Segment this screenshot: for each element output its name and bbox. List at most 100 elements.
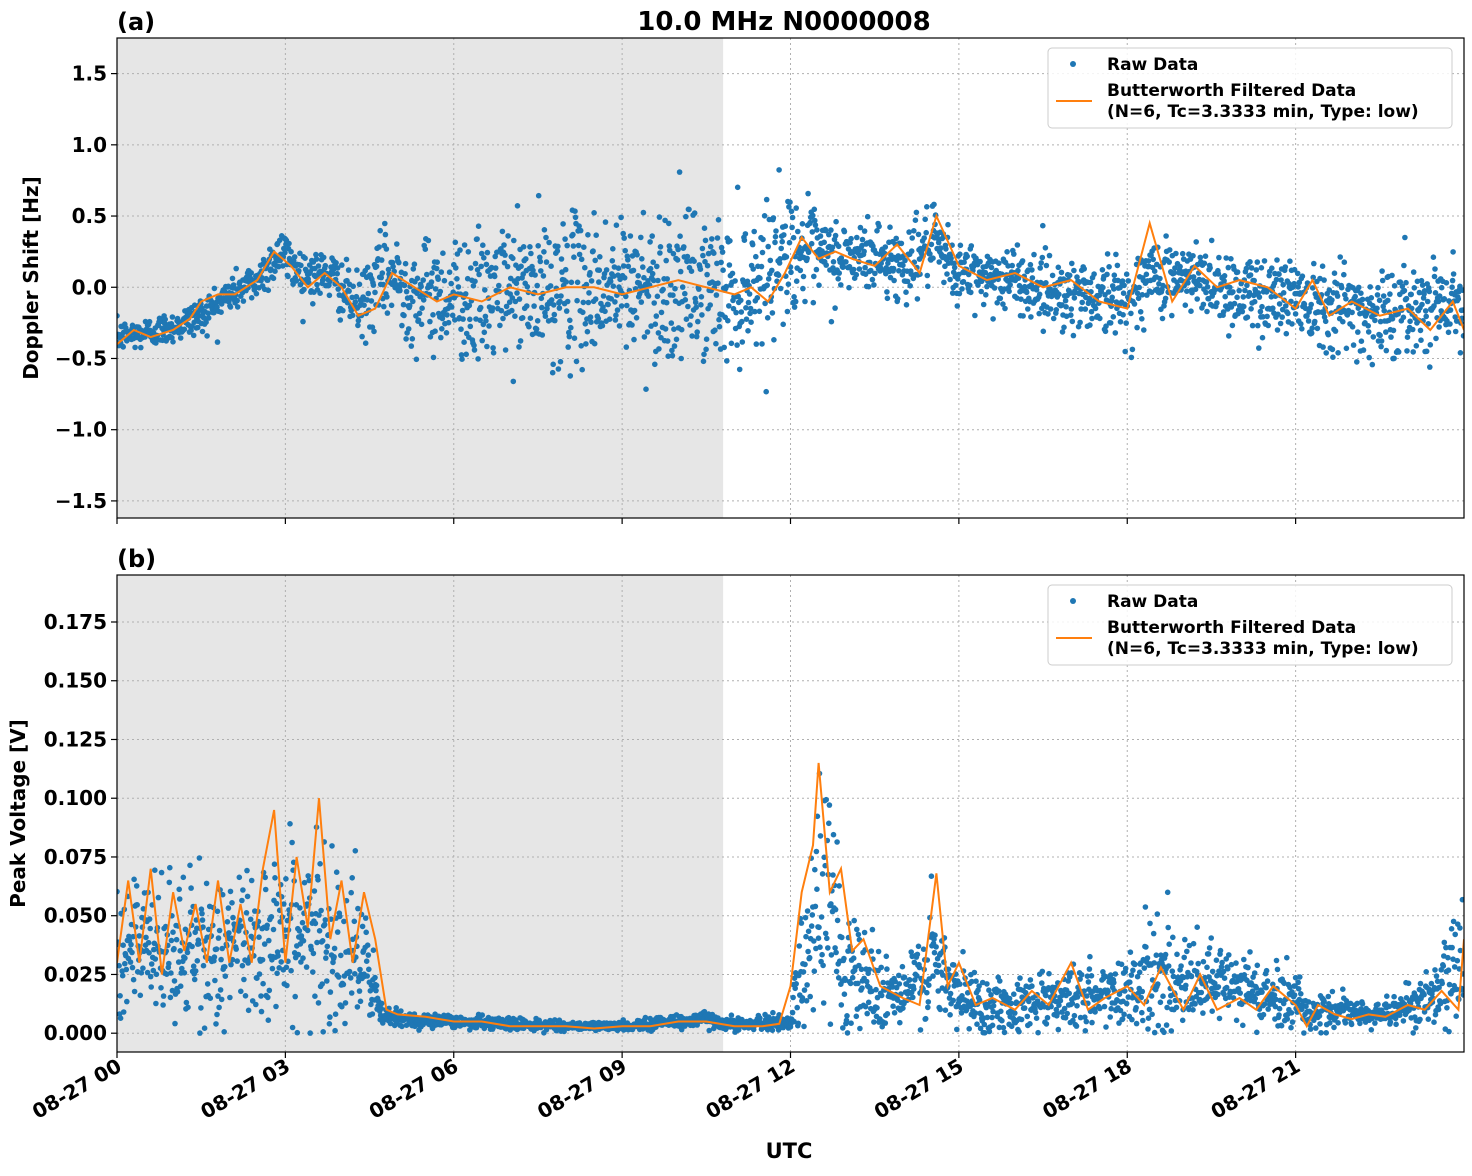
raw-data-point [828,1021,834,1027]
raw-data-point [1298,991,1304,997]
raw-data-point [680,284,686,290]
raw-data-point [1178,963,1184,969]
raw-data-point [349,990,355,996]
raw-data-point [1184,949,1190,955]
raw-data-point [541,273,547,279]
raw-data-point [864,979,870,985]
raw-data-point [641,210,647,216]
raw-data-point [285,274,291,280]
raw-data-point [589,278,595,284]
raw-data-point [170,929,176,935]
raw-data-point [321,255,327,261]
raw-data-point [1027,1021,1033,1027]
raw-data-point [225,919,231,925]
raw-data-point [700,246,706,252]
raw-data-point [167,880,173,886]
raw-data-point [289,840,295,846]
raw-data-point [784,290,790,296]
raw-data-point [897,981,903,987]
raw-data-point [431,355,437,361]
raw-data-point [666,221,672,227]
raw-data-point [831,259,837,265]
raw-data-point [1072,1013,1078,1019]
raw-data-point [429,279,435,285]
raw-data-point [1296,986,1302,992]
raw-data-point [335,929,341,935]
raw-data-point [841,956,847,962]
raw-data-point [1089,973,1095,979]
raw-data-point [793,299,799,305]
raw-data-point [1028,262,1034,268]
raw-data-point [1160,283,1166,289]
raw-data-point [476,223,482,229]
raw-data-point [1019,1017,1025,1023]
raw-data-point [463,291,469,297]
raw-data-point [1458,350,1464,356]
raw-data-point [789,225,795,231]
raw-data-point [1070,319,1076,325]
raw-data-point [324,978,330,984]
raw-data-point [263,887,269,893]
raw-data-point [1033,1010,1039,1016]
raw-data-point [1132,962,1138,968]
raw-data-point [783,223,789,229]
raw-data-point [836,244,842,250]
raw-data-point [1349,310,1355,316]
raw-data-point [871,1019,877,1025]
raw-data-point [1122,349,1128,355]
raw-data-point [669,320,675,326]
raw-data-point [1298,321,1304,327]
raw-data-point [842,991,848,997]
raw-data-point [1215,992,1221,998]
raw-data-point [1043,280,1049,286]
raw-data-point [653,321,659,327]
raw-data-point [1180,1018,1186,1024]
raw-data-point [154,972,160,978]
raw-data-point [394,241,400,247]
raw-data-point [825,945,831,951]
raw-data-point [591,210,597,216]
raw-data-point [357,967,363,973]
raw-data-point [925,1005,931,1011]
raw-data-point [434,266,440,272]
raw-data-point [266,288,272,294]
raw-data-point [931,202,937,208]
raw-data-point [684,316,690,322]
raw-data-point [1167,999,1173,1005]
raw-data-point [178,335,184,341]
raw-data-point [273,1004,279,1010]
raw-data-point [353,299,359,305]
raw-data-point [1423,308,1429,314]
raw-data-point [346,288,352,294]
raw-data-point [1063,304,1069,310]
raw-data-point [1203,253,1209,259]
raw-data-point [848,236,854,242]
raw-data-point [357,988,363,994]
raw-data-point [990,1023,996,1029]
raw-data-point [791,235,797,241]
raw-data-point [552,318,558,324]
raw-data-point [432,328,438,334]
raw-data-point [572,335,578,341]
raw-data-point [330,969,336,975]
raw-data-point [624,344,630,350]
raw-data-point [296,952,302,958]
raw-data-point [337,914,343,920]
raw-data-point [907,283,913,289]
raw-data-point [585,232,591,238]
raw-data-point [1120,312,1126,318]
raw-data-point [1087,954,1093,960]
raw-data-point [1281,290,1287,296]
raw-data-point [1402,235,1408,241]
raw-data-point [1428,342,1434,348]
raw-data-point [1240,1023,1246,1029]
raw-data-point [1317,1021,1323,1027]
raw-data-point [1276,271,1282,277]
raw-data-point [1360,297,1366,303]
raw-data-point [1129,355,1135,361]
raw-data-point [256,934,262,940]
raw-data-point [1261,1012,1267,1018]
raw-data-point [1183,983,1189,989]
raw-data-point [1379,338,1385,344]
raw-data-point [374,983,380,989]
